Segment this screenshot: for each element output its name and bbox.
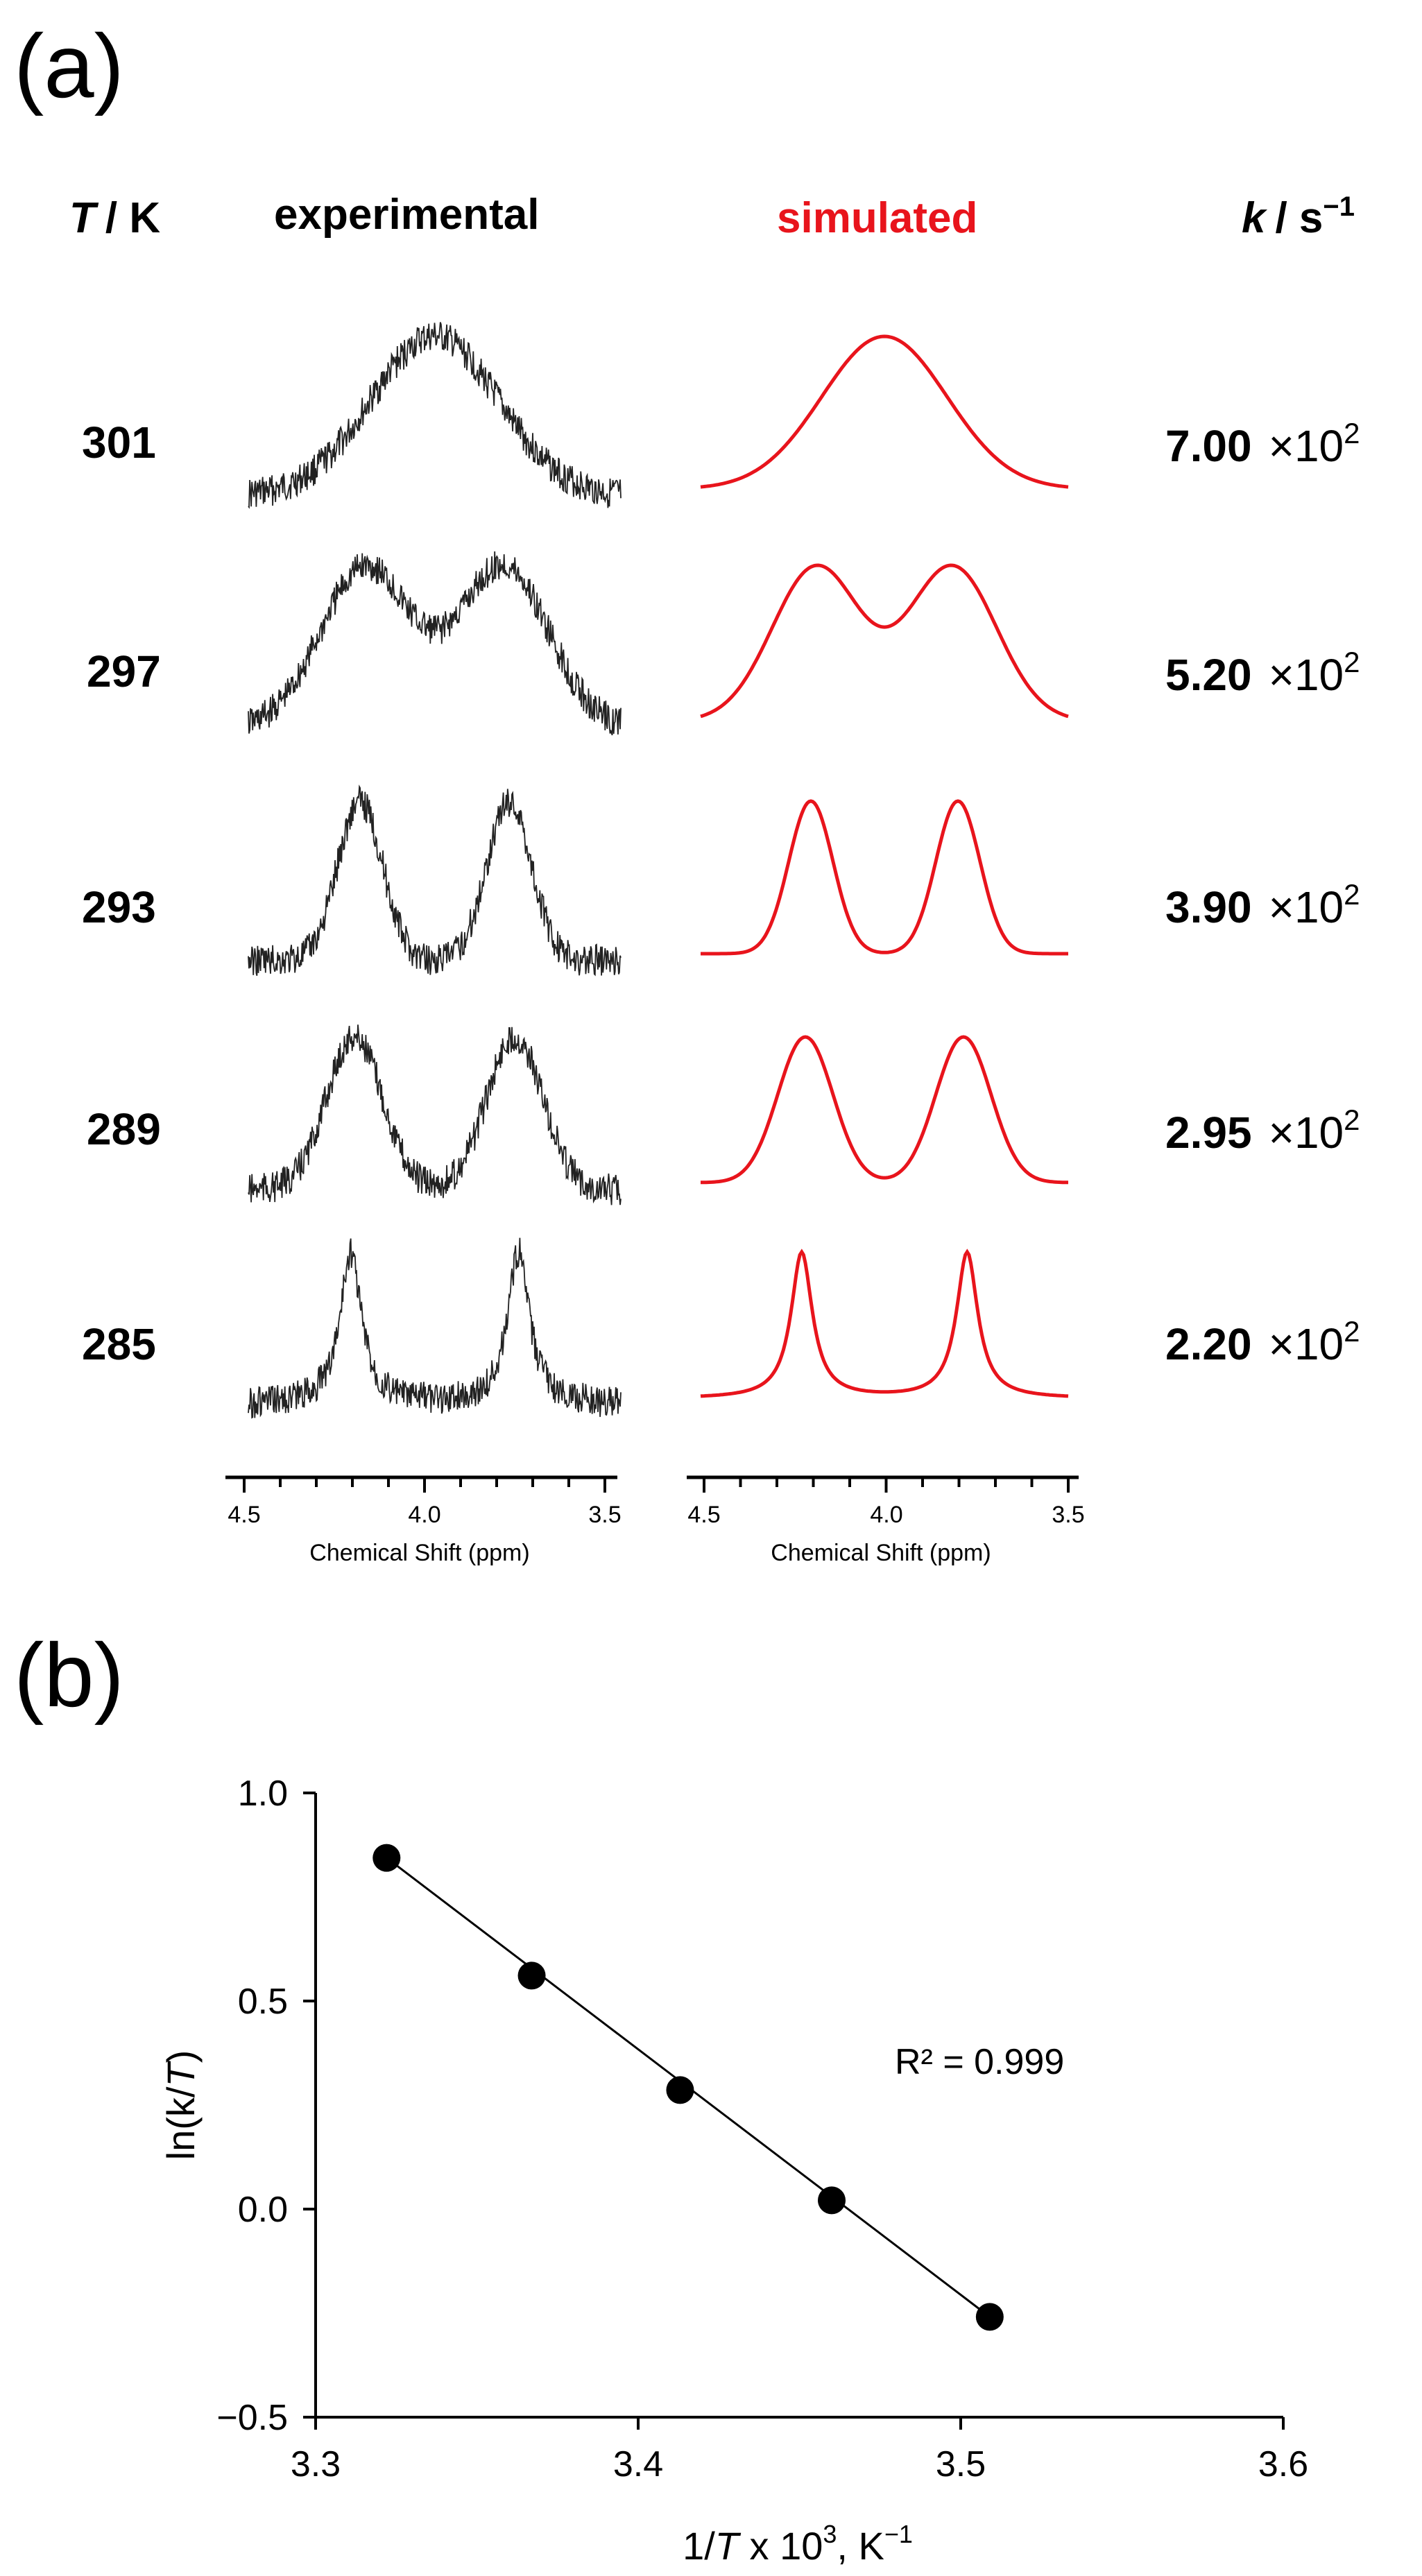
- y-tick-label: 0.5: [238, 1982, 288, 2022]
- axis-tick-label: 3.5: [588, 1502, 621, 1528]
- x-tick-label: 3.6: [1258, 2444, 1308, 2484]
- y-axis-title: ln(k/T): [159, 2050, 203, 2161]
- axis-tick-label: 4.0: [408, 1502, 440, 1528]
- axis-tick-label: 4.5: [687, 1502, 720, 1528]
- temperature-label: 297: [87, 646, 161, 696]
- row-labels: 301 297 293 289 285 7.00 ×102 5.20 ×102 3.…: [82, 417, 1360, 1369]
- r-squared-annotation: R² = 0.999: [895, 2042, 1064, 2082]
- arrhenius-plot: 1.0 0.5 0.0 −0.5 3.3 3.4 3.5 3.6 R² = 0.999 ln…: [159, 1774, 1308, 2568]
- header-rate-constant: k / s−1: [1242, 191, 1355, 242]
- experimental-spectrum-297: [248, 551, 622, 736]
- experimental-spectrum-301: [248, 322, 622, 509]
- k-value: 2.20 ×102: [1165, 1315, 1360, 1369]
- k-value: 3.90 ×102: [1165, 878, 1360, 932]
- x-axis-title: 1/T x 103, K−1: [683, 2520, 913, 2568]
- temperature-label: 301: [82, 418, 156, 467]
- header-temperature: T / K: [69, 194, 160, 242]
- simulated-spectrum-285: [700, 1248, 1069, 1398]
- k-value: 7.00 ×102: [1165, 417, 1360, 471]
- temperature-label: 289: [87, 1104, 161, 1154]
- data-point: [666, 2076, 694, 2104]
- axis-tick-label: 4.5: [228, 1502, 260, 1528]
- y-tick-label: −0.5: [216, 2398, 288, 2438]
- panel-a-label: (a): [14, 15, 124, 117]
- experimental-spectra: [248, 322, 622, 1419]
- k-value: 5.20 ×102: [1165, 646, 1360, 700]
- data-point: [372, 1844, 401, 1872]
- data-point: [818, 2186, 846, 2215]
- data-points: [372, 1844, 1004, 2331]
- data-point: [517, 1961, 546, 1990]
- experimental-shift-axis: 4.5 4.0 3.5 Chemical Shift (ppm): [225, 1475, 622, 1566]
- x-tick-label: 3.4: [613, 2444, 663, 2484]
- y-tick-label: 1.0: [238, 1774, 288, 1814]
- data-point: [975, 2303, 1004, 2331]
- temperature-label: 285: [82, 1319, 156, 1369]
- experimental-spectrum-293: [248, 784, 622, 977]
- simulated-shift-axis: 4.5 4.0 3.5 Chemical Shift (ppm): [687, 1475, 1085, 1566]
- simulated-spectrum-293: [701, 799, 1068, 956]
- axis-tick-label: 3.5: [1052, 1502, 1084, 1528]
- simulated-spectra: [700, 334, 1069, 1398]
- simulated-spectrum-297: [700, 563, 1069, 719]
- panel-b-label: (b): [14, 1624, 124, 1726]
- axis-tick-label: 4.0: [870, 1502, 902, 1528]
- header-simulated: simulated: [777, 194, 977, 242]
- x-tick-label: 3.5: [936, 2444, 986, 2484]
- y-tick-label: 0.0: [238, 2190, 288, 2230]
- x-ticks: 3.3 3.4 3.5 3.6: [291, 2417, 1308, 2484]
- temperature-label: 293: [82, 882, 156, 932]
- x-tick-label: 3.3: [291, 2444, 341, 2484]
- axis-title: Chemical Shift (ppm): [771, 1540, 991, 1566]
- experimental-spectrum-285: [248, 1237, 622, 1419]
- k-value: 2.95 ×102: [1165, 1104, 1360, 1158]
- simulated-spectrum-289: [701, 1035, 1068, 1185]
- y-ticks: 1.0 0.5 0.0 −0.5: [216, 1774, 316, 2438]
- axis-title: Chemical Shift (ppm): [309, 1540, 529, 1566]
- experimental-spectrum-289: [248, 1024, 622, 1205]
- header-experimental: experimental: [274, 191, 540, 239]
- simulated-spectrum-301: [700, 334, 1069, 489]
